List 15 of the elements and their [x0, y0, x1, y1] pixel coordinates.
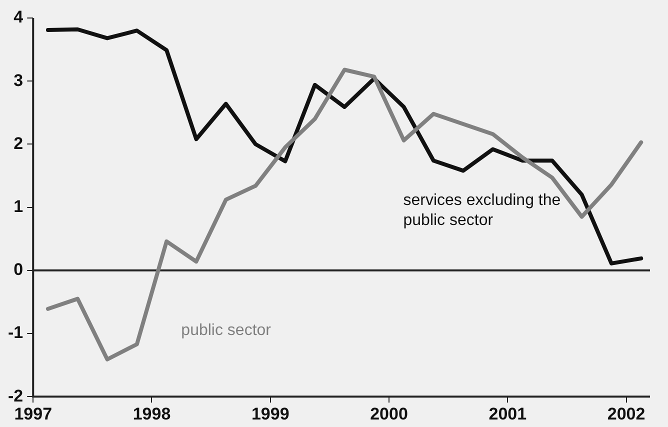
x-tick-label: 1999	[251, 404, 290, 424]
y-tick-label: 4	[14, 8, 24, 27]
y-tick-label: -1	[8, 323, 24, 342]
y-tick-label: -2	[8, 386, 24, 406]
x-tick-label: 2000	[370, 404, 408, 424]
x-tick-label: 1998	[132, 404, 171, 424]
y-tick-label: 1	[14, 196, 24, 216]
x-tick-label: 2001	[488, 404, 527, 424]
y-tick-label: 3	[14, 70, 24, 90]
series-label: services excluding the public sector	[403, 192, 561, 229]
x-tick-label: 2002	[607, 404, 646, 424]
text: public sector	[181, 322, 272, 339]
x-tick-label: 1997	[14, 404, 52, 424]
y-tick-label: 2	[14, 134, 24, 153]
y-tick-label: 0	[14, 260, 24, 280]
